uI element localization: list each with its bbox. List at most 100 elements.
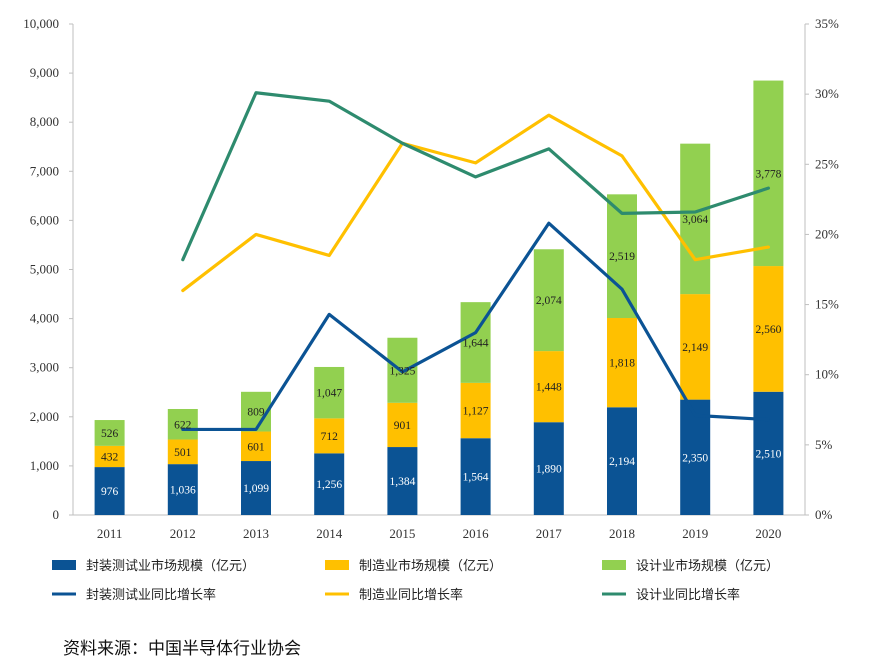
left-tick-label: 2,000 bbox=[30, 409, 59, 424]
bar-data-label: 1,890 bbox=[536, 464, 562, 476]
bar-segment bbox=[94, 420, 125, 446]
right-tick-label: 20% bbox=[815, 226, 839, 241]
source-note: 资料来源：中国半导体行业协会 bbox=[63, 639, 301, 659]
bar-data-label: 976 bbox=[101, 486, 119, 498]
right-tick-label: 5% bbox=[815, 437, 833, 452]
bar-segment bbox=[680, 399, 711, 515]
legend-label: 制造业市场规模（亿元） bbox=[359, 558, 502, 574]
bar-segment bbox=[314, 453, 345, 515]
bar-segment bbox=[460, 382, 491, 439]
bar-data-label: 1,564 bbox=[463, 472, 489, 484]
bar-data-label: 809 bbox=[247, 407, 265, 419]
left-tick-label: 1,000 bbox=[30, 458, 59, 473]
bar-data-label: 2,560 bbox=[755, 324, 781, 336]
bar-data-label: 1,127 bbox=[463, 406, 489, 418]
bar-data-label: 3,064 bbox=[682, 214, 708, 226]
left-tick-label: 0 bbox=[53, 507, 60, 522]
right-tick-label: 0% bbox=[815, 507, 833, 522]
bar-data-label: 622 bbox=[174, 419, 192, 431]
right-tick-label: 10% bbox=[815, 367, 839, 382]
bar-data-label: 1,818 bbox=[609, 358, 635, 370]
bar-data-label: 1,325 bbox=[389, 365, 415, 377]
bar-segment bbox=[607, 407, 637, 515]
bar-data-label: 1,099 bbox=[243, 483, 269, 495]
bar-segment bbox=[167, 464, 198, 515]
x-tick-label: 2011 bbox=[97, 526, 123, 541]
series-line bbox=[181, 113, 771, 293]
left-tick-label: 4,000 bbox=[30, 311, 59, 326]
right-tick-label: 35% bbox=[815, 16, 839, 31]
bar-data-label: 1,644 bbox=[463, 338, 489, 350]
left-tick-label: 6,000 bbox=[30, 212, 59, 227]
bar-segment bbox=[314, 366, 345, 419]
bar-data-label: 2,149 bbox=[682, 342, 708, 354]
bar-data-label: 2,510 bbox=[755, 448, 781, 460]
legend-label: 封装测试业市场规模（亿元） bbox=[86, 558, 255, 574]
bar-segment bbox=[607, 318, 637, 408]
bar-data-label: 2,519 bbox=[609, 251, 635, 263]
bar-data-label: 432 bbox=[101, 451, 119, 463]
bar-segment bbox=[533, 249, 564, 352]
legend-swatch bbox=[52, 560, 76, 570]
series-line bbox=[181, 91, 771, 262]
bar-segment bbox=[387, 447, 418, 515]
bar-data-label: 526 bbox=[101, 428, 119, 440]
bar-segment bbox=[753, 391, 784, 515]
x-tick-label: 2020 bbox=[755, 526, 781, 541]
legend-swatch bbox=[602, 560, 626, 570]
right-tick-label: 15% bbox=[815, 297, 839, 312]
x-tick-label: 2013 bbox=[243, 526, 269, 541]
legend-label: 制造业同比增长率 bbox=[359, 587, 463, 603]
left-tick-label: 10,000 bbox=[23, 16, 59, 31]
chart-bars bbox=[94, 80, 784, 515]
x-tick-label: 2017 bbox=[536, 526, 563, 541]
bar-segment bbox=[460, 438, 491, 515]
legend-label: 设计业市场规模（亿元） bbox=[636, 558, 779, 574]
bar-segment bbox=[753, 80, 784, 267]
x-tick-label: 2016 bbox=[463, 526, 490, 541]
legend-label: 封装测试业同比增长率 bbox=[86, 587, 216, 603]
bar-data-label: 1,384 bbox=[389, 476, 415, 488]
bar-segment bbox=[94, 467, 125, 515]
left-tick-label: 5,000 bbox=[30, 262, 59, 277]
bar-data-label: 2,074 bbox=[536, 295, 562, 307]
x-tick-label: 2012 bbox=[170, 526, 196, 541]
chart-lines bbox=[181, 91, 771, 432]
bar-data-label: 901 bbox=[394, 420, 412, 432]
chart-legend: 封装测试业市场规模（亿元） 制造业市场规模（亿元） 设计业市场规模（亿元） 封装测试业… bbox=[52, 558, 779, 603]
bar-data-label: 601 bbox=[247, 441, 265, 453]
bar-segment bbox=[680, 143, 711, 295]
bar-segment bbox=[753, 266, 784, 392]
x-tick-label: 2018 bbox=[609, 526, 635, 541]
x-tick-label: 2015 bbox=[389, 526, 415, 541]
legend-label: 设计业同比增长率 bbox=[636, 587, 740, 603]
bar-segment bbox=[167, 408, 198, 440]
chart-axes: 0 1,000 2,000 3,000 4,000 5,000 6,000 7,000 8,00… bbox=[23, 16, 839, 541]
bar-data-label: 501 bbox=[174, 447, 192, 459]
bar-data-label: 1,448 bbox=[536, 382, 562, 394]
left-tick-label: 9,000 bbox=[30, 65, 59, 80]
bar-data-label: 1,256 bbox=[316, 479, 342, 491]
bar-segment bbox=[167, 439, 198, 465]
series-line bbox=[181, 221, 771, 432]
bar-data-label: 1,036 bbox=[170, 485, 196, 497]
bar-segment bbox=[94, 445, 125, 468]
bar-segment bbox=[533, 422, 564, 515]
right-tick-label: 30% bbox=[815, 86, 839, 101]
x-tick-label: 2019 bbox=[682, 526, 708, 541]
left-tick-label: 3,000 bbox=[30, 360, 59, 375]
bar-data-label: 2,350 bbox=[682, 452, 708, 464]
right-tick-label: 25% bbox=[815, 156, 839, 171]
bar-segment bbox=[387, 402, 418, 448]
bar-data-label: 1,047 bbox=[316, 388, 342, 400]
bar-data-label: 712 bbox=[321, 431, 339, 443]
bar-segment bbox=[314, 418, 345, 454]
left-tick-label: 7,000 bbox=[30, 163, 59, 178]
bar-segment bbox=[533, 351, 564, 423]
x-tick-label: 2014 bbox=[316, 526, 343, 541]
bar-segment bbox=[241, 431, 271, 462]
bar-data-label: 2,194 bbox=[609, 456, 635, 468]
legend-swatch bbox=[325, 560, 349, 570]
bar-segment bbox=[241, 461, 271, 515]
